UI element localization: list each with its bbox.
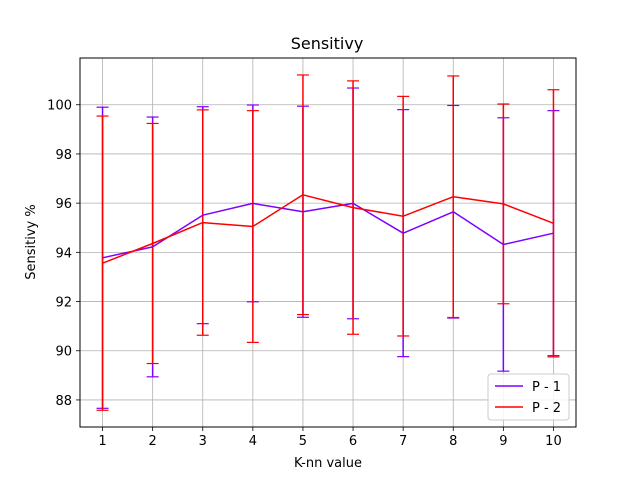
y-axis-ticks: 88 90 92 94 96 98 100	[47, 99, 80, 409]
y-tick-label: 92	[55, 296, 72, 311]
x-tick-label: 4	[249, 434, 257, 449]
series-lines	[102, 194, 554, 264]
x-tick-label: 1	[98, 434, 106, 449]
x-tick-label: 9	[499, 434, 507, 449]
x-tick-label: 8	[449, 434, 457, 449]
x-tick-label: 5	[299, 434, 307, 449]
y-tick-label: 100	[47, 99, 72, 114]
x-tick-label: 10	[545, 434, 562, 449]
y-tick-label: 88	[55, 394, 72, 409]
y-tick-label: 98	[55, 148, 72, 163]
x-tick-label: 3	[199, 434, 207, 449]
x-axis-ticks: 1 2 3 4 5 6 7 8 9 10	[98, 427, 562, 449]
series-line-p1	[102, 202, 554, 259]
series-line-p2	[102, 194, 554, 264]
legend-label-p2: P - 2	[532, 401, 561, 416]
legend: P - 1 P - 2	[487, 373, 570, 421]
x-tick-label: 2	[149, 434, 157, 449]
y-tick-label: 94	[55, 246, 72, 261]
y-axis-label: Sensitivy %	[24, 204, 39, 279]
y-tick-label: 90	[55, 345, 72, 360]
chart-title: Sensitivy	[291, 34, 364, 53]
legend-label-p1: P - 1	[532, 380, 561, 395]
x-axis-label: K-nn value	[294, 456, 362, 471]
x-tick-label: 6	[349, 434, 357, 449]
plot-frame	[79, 57, 577, 428]
x-tick-label: 7	[399, 434, 407, 449]
y-tick-label: 96	[55, 197, 72, 212]
